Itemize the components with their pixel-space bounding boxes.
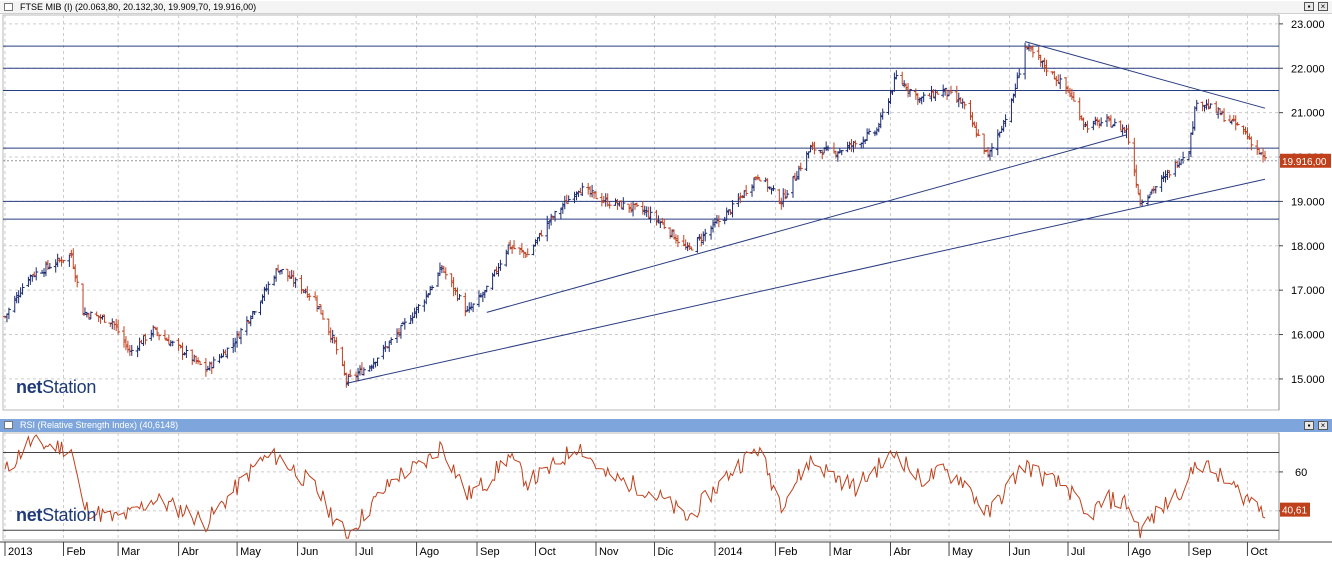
x-tick-label: Oct xyxy=(539,546,556,558)
x-tick-label: Jul xyxy=(359,546,373,558)
x-tick-label: Jul xyxy=(1071,546,1085,558)
last-price-badge xyxy=(1280,153,1331,168)
price-y-tick-label: 18.000 xyxy=(1291,241,1325,253)
price-y-tick-label: 23.000 xyxy=(1291,19,1325,31)
rsi-panel-header: RSI (Relative Strength Index) (40,6148) xyxy=(0,419,1332,432)
price-y-tick-label: 15.000 xyxy=(1291,374,1325,386)
x-tick-label: Dic xyxy=(658,546,674,558)
x-tick-label: Mar xyxy=(121,546,140,558)
chart-window-icon xyxy=(4,3,13,11)
x-tick-label: May xyxy=(952,546,973,558)
rsi-panel-close-button[interactable]: × xyxy=(1318,421,1328,430)
x-tick-label: Abr xyxy=(894,546,911,558)
price-panel-minimize-button[interactable]: ▪ xyxy=(1304,2,1314,11)
x-tick-label: Nov xyxy=(599,546,619,558)
price-y-tick-label: 21.000 xyxy=(1291,108,1325,120)
x-tick-label: Feb xyxy=(67,546,86,558)
price-panel-close-button[interactable]: × xyxy=(1318,2,1328,11)
x-tick-label: Sep xyxy=(1192,546,1212,558)
x-tick-label: Feb xyxy=(778,546,797,558)
rsi-panel-minimize-button[interactable]: ▪ xyxy=(1304,421,1314,430)
x-tick-label: Ago xyxy=(420,546,440,558)
x-tick-label: 2013 xyxy=(8,546,32,558)
rsi-line xyxy=(4,434,1266,539)
rsi-y-tick-label: 60 xyxy=(1295,467,1307,479)
price-panel-title: FTSE MIB (I) (20.063,80, 20.132,30, 19.9… xyxy=(20,2,257,12)
netstation-logo-rsi: netStation xyxy=(16,505,97,525)
x-tick-label: Oct xyxy=(1250,546,1267,558)
rsi-panel-title: RSI (Relative Strength Index) (40,6148) xyxy=(20,420,179,430)
last-price-label: 19.916,00 xyxy=(1282,157,1327,168)
x-tick-label: May xyxy=(240,546,261,558)
x-tick-label: Jun xyxy=(301,546,319,558)
price-y-tick-label: 17.000 xyxy=(1291,285,1325,297)
price-y-tick-label: 16.000 xyxy=(1291,330,1325,342)
rsi-last-label: 40,61 xyxy=(1282,506,1307,517)
trendline xyxy=(1024,41,1266,109)
rsi-last-badge xyxy=(1280,502,1310,517)
x-tick-label: 2014 xyxy=(718,546,742,558)
price-y-tick-label: 19.000 xyxy=(1291,196,1325,208)
x-tick-label: Sep xyxy=(480,546,500,558)
price-y-tick-label: 22.000 xyxy=(1291,63,1325,75)
x-tick-label: Mar xyxy=(833,546,852,558)
x-tick-label: Ago xyxy=(1131,546,1151,558)
price-plot-area xyxy=(2,14,1280,411)
trendline xyxy=(346,178,1266,384)
x-tick-label: Jun xyxy=(1012,546,1030,558)
trendline xyxy=(486,134,1127,313)
indicator-window-icon xyxy=(4,421,13,429)
netstation-logo: netStation xyxy=(16,377,97,397)
x-tick-label: Abr xyxy=(182,546,199,558)
price-panel-header: FTSE MIB (I) (20.063,80, 20.132,30, 19.9… xyxy=(0,1,1332,14)
